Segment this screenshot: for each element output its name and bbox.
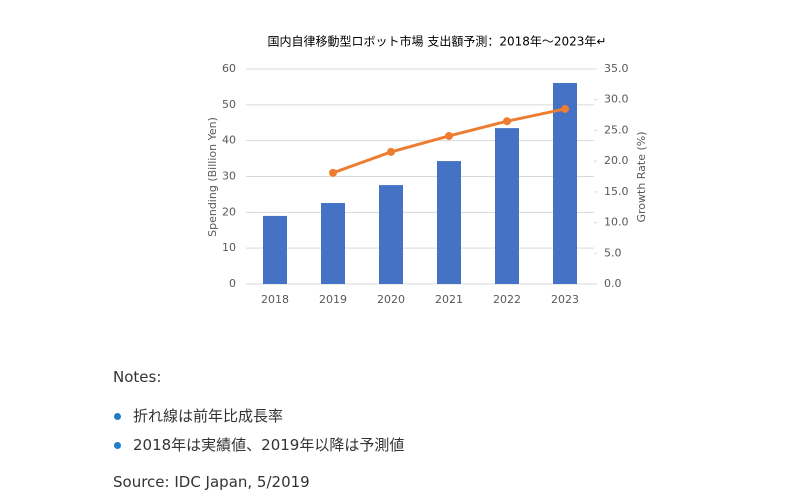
note-item: 折れ線は前年比成長率 <box>133 407 284 425</box>
bar <box>379 185 403 284</box>
y2-tick-label: 0.0 <box>604 277 622 290</box>
x-tick-label: 2020 <box>377 293 405 306</box>
x-tick-label: 2022 <box>493 293 521 306</box>
x-tick-label: 2023 <box>551 293 579 306</box>
y2-tick-label: 20.0 <box>604 154 629 167</box>
y-tick-label: 10 <box>222 241 236 254</box>
bar <box>495 128 519 284</box>
note-item: 2018年は実績値、2019年以降は予測値 <box>133 436 405 454</box>
x-tick-label: 2019 <box>319 293 347 306</box>
y2-tick-label: 30.0 <box>604 93 629 106</box>
chart-title: 国内自律移動型ロボット市場 支出額予測：2018年～2023年↵ <box>268 34 607 49</box>
x-tick-label: 2021 <box>435 293 463 306</box>
y2-axis-label: Growth Rate (%) <box>635 131 648 222</box>
y2-tick-label: 25.0 <box>604 123 629 136</box>
source: Source: IDC Japan, 5/2019 <box>113 473 310 491</box>
y2-tick-label: 35.0 <box>604 62 629 75</box>
bullet <box>114 413 121 420</box>
y-axis-label: Spending (Billion Yen) <box>206 117 219 237</box>
bar <box>553 82 577 284</box>
line-marker <box>387 147 395 156</box>
line-marker <box>503 117 511 126</box>
y2-tick-label: 10.0 <box>604 216 629 229</box>
line-marker <box>445 131 453 140</box>
y-tick-label: 20 <box>222 205 236 218</box>
x-tick-label: 2018 <box>261 293 289 306</box>
chart: 国内自律移動型ロボット市場 支出額予測：2018年～2023年↵ Spendin… <box>206 34 648 307</box>
bar <box>437 161 461 284</box>
y-tick-label: 30 <box>222 170 236 183</box>
line-marker <box>329 168 337 177</box>
y-tick-label: 0 <box>229 277 236 290</box>
y-tick-label: 60 <box>222 62 236 75</box>
notes-heading: Notes: <box>113 368 162 386</box>
y-tick-label: 50 <box>222 98 236 111</box>
bar <box>263 215 287 284</box>
line-marker <box>561 104 569 113</box>
bullet <box>114 442 121 449</box>
y2-tick-label: 5.0 <box>604 246 622 259</box>
y2-tick-label: 15.0 <box>604 185 629 198</box>
y-tick-label: 40 <box>222 134 236 147</box>
bar <box>321 203 345 284</box>
